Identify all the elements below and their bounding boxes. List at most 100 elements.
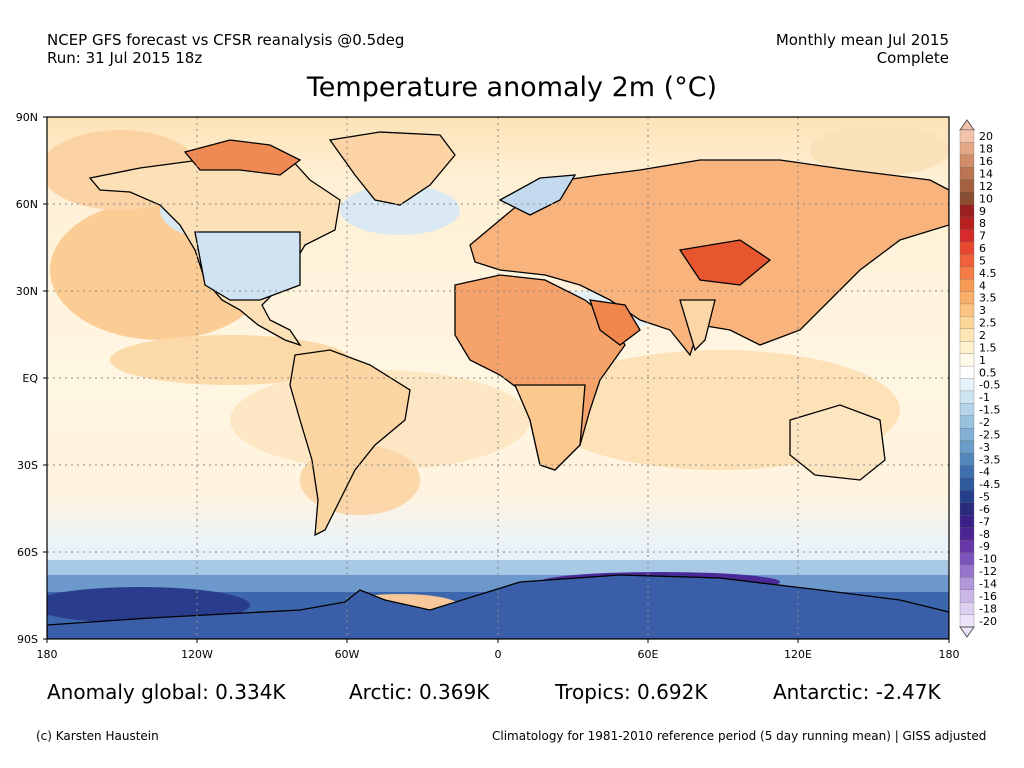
colorbar-swatch [959,266,975,280]
europe-north [498,174,577,216]
colorbar-swatch [959,316,975,330]
lon-label-120w: 120W [181,648,213,661]
colorbar-swatch [959,328,975,342]
colorbar-swatch [959,440,975,454]
lon-label-60w: 60W [335,648,360,661]
colorbar-label: -3 [979,441,990,454]
antarctica [47,574,949,639]
period-label: Monthly mean Jul 2015 [775,31,949,49]
colorbar-label: -1.5 [979,404,1000,417]
colorbar-label: 9 [979,205,986,218]
run-info: NCEP GFS forecast vs CFSR reanalysis @0.… [47,31,404,67]
colorbar-swatch [959,278,975,292]
southern-africa [514,384,586,471]
colorbar-label: -7 [979,515,990,528]
continents [47,131,949,639]
colorbar-label: -20 [979,615,997,628]
axis-ticks [43,116,950,643]
colorbar-swatch [959,353,975,367]
colorbar-label: 1.5 [979,341,997,354]
colorbar-swatch [959,167,975,181]
colorbar-label: -1 [979,391,990,404]
colorbar-swatch [959,365,975,379]
colorbar-label: 16 [979,155,993,168]
colorbar-swatch [959,142,975,156]
asia-hot-core [678,239,772,286]
map-title: Temperature anomaly 2m (°C) [306,72,718,103]
lon-label-60e: 60E [638,648,659,661]
lat-label-90n: 90N [16,111,38,124]
colorbar-swatch [959,564,975,578]
colorbar-label: 8 [979,217,986,230]
period-info: Monthly mean Jul 2015 Complete [776,31,949,67]
colorbar-label: 7 [979,230,986,243]
lat-label-90s: 90S [17,633,38,646]
copyright: (c) Karsten Haustein [36,729,159,743]
south-america [289,349,411,537]
run-time: Run: 31 Jul 2015 18z [47,49,203,67]
colorbar-label: 14 [979,167,993,180]
colorbar-label: 1 [979,354,986,367]
colorbar-label: -2 [979,416,990,429]
lon-label-180e: 180 [939,648,960,661]
colorbar-label: 4.5 [979,267,997,280]
lon-labels: 180 120W 60W 0 60E 120E 180 [37,648,960,661]
colorbar-swatch [959,589,975,603]
colorbar-swatch [959,390,975,404]
colorbar-swatch [959,602,975,616]
status-label: Complete [876,49,949,67]
colorbar-swatch [959,378,975,392]
colorbar-label: -6 [979,503,990,516]
colorbar-label: -12 [979,565,997,578]
canada-arctic [183,139,302,176]
climatology-note: Climatology for 1981-2010 reference peri… [492,729,987,743]
colorbar-label: 12 [979,180,993,193]
colorbar-label: -14 [979,578,997,591]
colorbar: 201816141210987654.543.532.521.510.5-0.5… [959,119,1000,638]
colorbar-label: -3.5 [979,453,1000,466]
colorbar-swatch [959,415,975,429]
colorbar-swatch [959,515,975,529]
colorbar-swatch [959,552,975,566]
colorbar-swatch [959,403,975,417]
colorbar-swatch [959,502,975,516]
lat-label-60s: 60S [17,546,38,559]
graticule [47,117,949,639]
greenland [328,131,456,206]
lat-label-eq: EQ [22,372,38,385]
map-panel [47,117,949,639]
colorbar-label: -0.5 [979,379,1000,392]
colorbar-swatch [959,465,975,479]
colorbar-label: 4 [979,279,986,292]
colorbar-label: 2.5 [979,317,997,330]
colorbar-label: 6 [979,242,986,255]
colorbar-swatch [959,452,975,466]
colorbar-label: -16 [979,590,997,603]
colorbar-swatch [959,254,975,268]
colorbar-label: 5 [979,254,986,267]
lat-label-60n: 60N [16,198,38,211]
colorbar-swatch [959,527,975,541]
colorbar-swatch [959,129,975,143]
colorbar-swatch [959,204,975,218]
colorbar-label: 3 [979,304,986,317]
stat-tropics: Tropics: 0.692K [555,680,708,704]
colorbar-swatch [959,477,975,491]
colorbar-swatch [959,341,975,355]
colorbar-label: -10 [979,553,997,566]
colorbar-label: 18 [979,143,993,156]
colorbar-label: 2 [979,329,986,342]
colorbar-label: -9 [979,540,990,553]
colorbar-swatch [959,241,975,255]
lat-label-30s: 30S [17,459,38,472]
australia [789,404,886,481]
colorbar-label: -2.5 [979,428,1000,441]
colorbar-label: -8 [979,528,990,541]
colorbar-swatch [959,229,975,243]
colorbar-swatch [959,179,975,193]
usa-region [194,231,301,301]
colorbar-swatch [959,191,975,206]
colorbar-label: 10 [979,192,993,205]
colorbar-label: 3.5 [979,292,997,305]
colorbar-swatch [959,291,975,305]
